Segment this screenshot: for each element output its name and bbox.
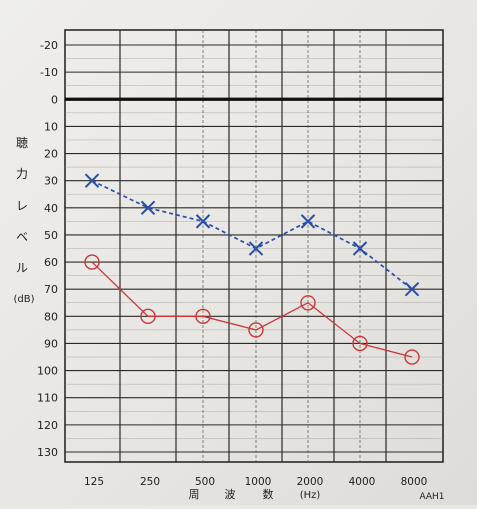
y-tick-label: -20 xyxy=(40,39,58,52)
series-point xyxy=(248,241,264,256)
y-axis-title: 聴 力 レ ベ ル (dB) xyxy=(13,136,34,305)
y-axis-title-char: ル xyxy=(16,261,28,275)
y-tick-label: 90 xyxy=(44,337,58,350)
y-axis-title-char: ベ xyxy=(16,230,28,244)
x-tick-label: 500 xyxy=(195,476,215,488)
y-tick-label: 0 xyxy=(51,93,58,106)
y-tick-label: 70 xyxy=(44,283,58,296)
series-point xyxy=(140,308,156,325)
series-point xyxy=(248,322,264,338)
series-line xyxy=(91,261,413,358)
series-point xyxy=(84,173,100,188)
series-point xyxy=(404,349,420,365)
y-axis-title-char: 力 xyxy=(16,167,28,181)
y-tick-label: -10 xyxy=(40,66,58,79)
form-code: AAH1 xyxy=(419,492,444,502)
y-tick-label: 20 xyxy=(44,148,58,161)
x-tick-label: 250 xyxy=(140,476,160,488)
series-point xyxy=(404,281,420,297)
series-point xyxy=(84,254,100,270)
x-tick-label: 4000 xyxy=(349,476,376,488)
y-tick-label: 30 xyxy=(44,175,58,188)
y-axis-title-char: レ xyxy=(16,199,28,213)
y-tick-label: 120 xyxy=(37,419,58,432)
x-tick-label: 125 xyxy=(84,476,104,488)
x-tick-label: 8000 xyxy=(401,476,428,488)
series-point xyxy=(300,214,316,229)
series-point xyxy=(300,295,316,311)
x-axis-title-char: 数 xyxy=(263,488,274,501)
x-tick-labels: 125 250 500 1000 2000 4000 8000 xyxy=(84,476,427,488)
series-point xyxy=(140,200,156,216)
x-axis-unit: (Hz) xyxy=(300,490,321,501)
y-tick-label: 40 xyxy=(44,202,58,215)
y-tick-label: 10 xyxy=(44,120,58,133)
y-tick-label: 60 xyxy=(44,256,58,269)
series-point xyxy=(352,335,368,352)
y-tick-label: 100 xyxy=(37,365,58,378)
y-tick-labels: -20 -10 0 10 20 30 40 50 60 70 80 90 100 110 120 130 xyxy=(37,39,58,459)
series-layer xyxy=(84,173,420,365)
x-tick-label: 2000 xyxy=(297,476,324,488)
series-point xyxy=(195,214,211,229)
x-axis-title-char: 周 xyxy=(189,488,200,501)
series-point xyxy=(195,308,211,325)
y-axis-title-char: 聴 xyxy=(16,136,28,150)
y-tick-label: 110 xyxy=(37,392,58,405)
x-axis-title: 周 波 数 (Hz) AAH1 xyxy=(189,488,445,502)
plot-frame xyxy=(64,29,444,463)
y-tick-label: 50 xyxy=(44,229,58,242)
series-point xyxy=(352,241,368,256)
y-tick-label: 80 xyxy=(44,310,58,323)
y-tick-label: 130 xyxy=(37,446,58,459)
x-tick-label: 1000 xyxy=(245,476,272,488)
y-axis-unit: (dB) xyxy=(13,294,34,305)
x-axis-title-char: 波 xyxy=(225,488,236,501)
